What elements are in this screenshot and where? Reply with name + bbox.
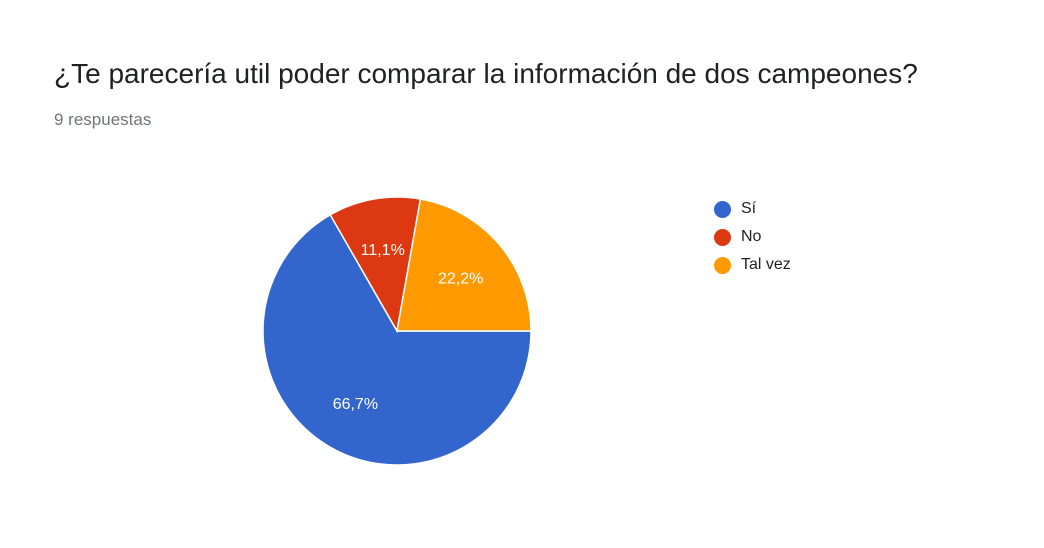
legend-label: Tal vez bbox=[741, 256, 791, 273]
legend-item[interactable]: No bbox=[714, 223, 791, 251]
legend-item[interactable]: Tal vez bbox=[714, 251, 791, 279]
chart-legend: Sí No Tal vez bbox=[714, 195, 791, 279]
pie-slice-no[interactable] bbox=[329, 196, 422, 334]
response-count: 9 respuestas bbox=[54, 110, 152, 129]
question-title: ¿Te parecería util poder comparar la inf… bbox=[54, 58, 918, 89]
slice-data-label: 11,1% bbox=[361, 242, 405, 259]
legend-label: No bbox=[741, 228, 762, 245]
pie-slice-tal-vez[interactable] bbox=[396, 198, 532, 332]
pie-slice-si[interactable] bbox=[262, 213, 532, 466]
legend-swatch bbox=[714, 256, 731, 274]
slice-data-label: 66,7% bbox=[333, 396, 378, 413]
legend-swatch bbox=[714, 228, 731, 246]
legend-swatch bbox=[714, 200, 731, 218]
slice-data-label: 22,2% bbox=[438, 271, 483, 288]
legend-item[interactable]: Sí bbox=[714, 195, 791, 223]
legend-label: Sí bbox=[741, 200, 757, 217]
